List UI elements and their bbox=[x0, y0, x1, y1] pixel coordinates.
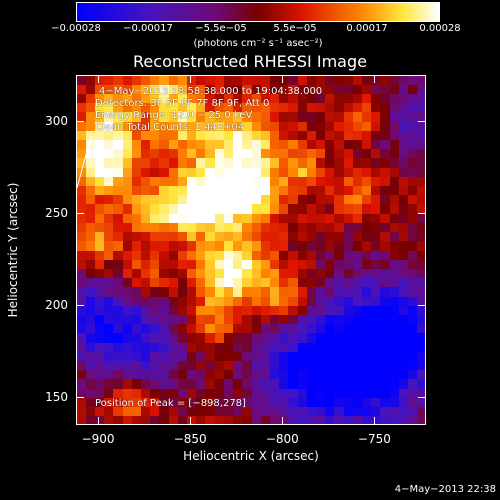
peak-position-label: Position of Peak = [−898,278] bbox=[95, 398, 246, 409]
info-energy-range: Energy Range: 12.0 − 25.0 keV bbox=[95, 110, 253, 121]
y-tick-label: 300 bbox=[45, 114, 68, 129]
x-tick-mark bbox=[374, 75, 376, 83]
y-axis-label: Heliocentric Y (arcsec) bbox=[6, 182, 20, 318]
y-tick-mark bbox=[76, 305, 84, 307]
colorbar-tick-label: −5.5e−05 bbox=[195, 23, 247, 34]
y-tick-mark bbox=[76, 397, 84, 399]
colorbar bbox=[76, 2, 440, 22]
x-tick-mark bbox=[282, 417, 284, 425]
x-tick-mark bbox=[190, 417, 192, 425]
x-tick-mark bbox=[190, 75, 192, 83]
x-tick-label: −750 bbox=[357, 432, 391, 446]
colorbar-units: (photons cm⁻² s⁻¹ asec⁻²) bbox=[193, 38, 323, 49]
plot-title: Reconstructed RHESSI Image bbox=[133, 52, 367, 71]
heatmap-image bbox=[77, 76, 425, 424]
y-tick-mark bbox=[76, 213, 84, 215]
x-tick-mark bbox=[282, 75, 284, 83]
y-tick-label: 200 bbox=[45, 298, 68, 313]
colorbar-tick-label: −0.00017 bbox=[123, 23, 173, 34]
x-tick-mark bbox=[98, 75, 100, 83]
colorbar-tick-label: 0.00017 bbox=[346, 23, 388, 34]
y-tick-label: 150 bbox=[45, 390, 68, 405]
colorbar-tick-label: 0.00028 bbox=[419, 23, 461, 34]
y-tick-mark bbox=[418, 305, 426, 307]
y-tick-mark bbox=[76, 121, 84, 123]
y-tick-mark bbox=[418, 397, 426, 399]
x-tick-label: −800 bbox=[265, 432, 299, 446]
info-time-range: 4−May−2013 18:58:38.000 to 19:04:38.000 bbox=[99, 86, 323, 97]
x-axis-label: Heliocentric X (arcsec) bbox=[183, 449, 319, 463]
y-tick-label: 250 bbox=[45, 206, 68, 221]
info-detectors: Detectors: 3F 5F 6F 7F 8F 9F, Att 0 bbox=[95, 98, 270, 109]
heatmap-plot-area: 4−May−2013 18:58:38.000 to 19:04:38.000 … bbox=[76, 75, 426, 425]
x-tick-label: −900 bbox=[81, 432, 115, 446]
y-tick-mark bbox=[418, 213, 426, 215]
x-tick-label: −850 bbox=[173, 432, 207, 446]
footer-date: 4−May−2013 22:38 bbox=[394, 484, 496, 495]
info-clean-counts: Clean Total Counts: 1.44E+04 bbox=[95, 122, 245, 133]
x-tick-mark bbox=[98, 417, 100, 425]
colorbar-tick-label: −0.00028 bbox=[51, 23, 101, 34]
y-tick-mark bbox=[418, 121, 426, 123]
x-tick-mark bbox=[374, 417, 376, 425]
colorbar-tick-label: 5.5e−05 bbox=[273, 23, 317, 34]
